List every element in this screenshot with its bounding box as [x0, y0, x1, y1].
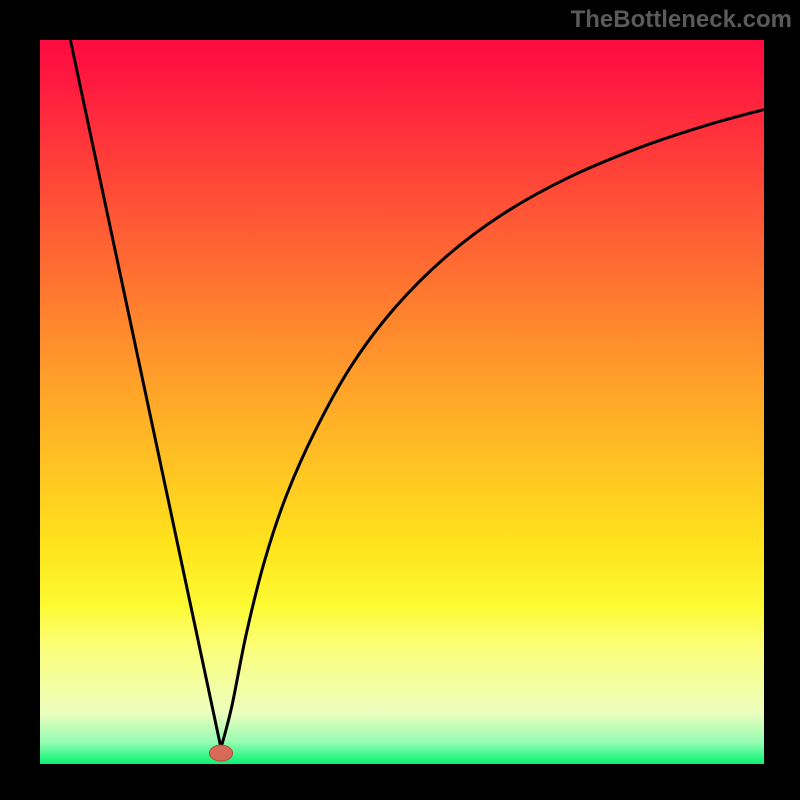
plot-area	[40, 40, 764, 764]
watermark-text: TheBottleneck.com	[571, 6, 792, 34]
plot-svg	[40, 40, 764, 764]
vertex-marker	[209, 745, 232, 761]
